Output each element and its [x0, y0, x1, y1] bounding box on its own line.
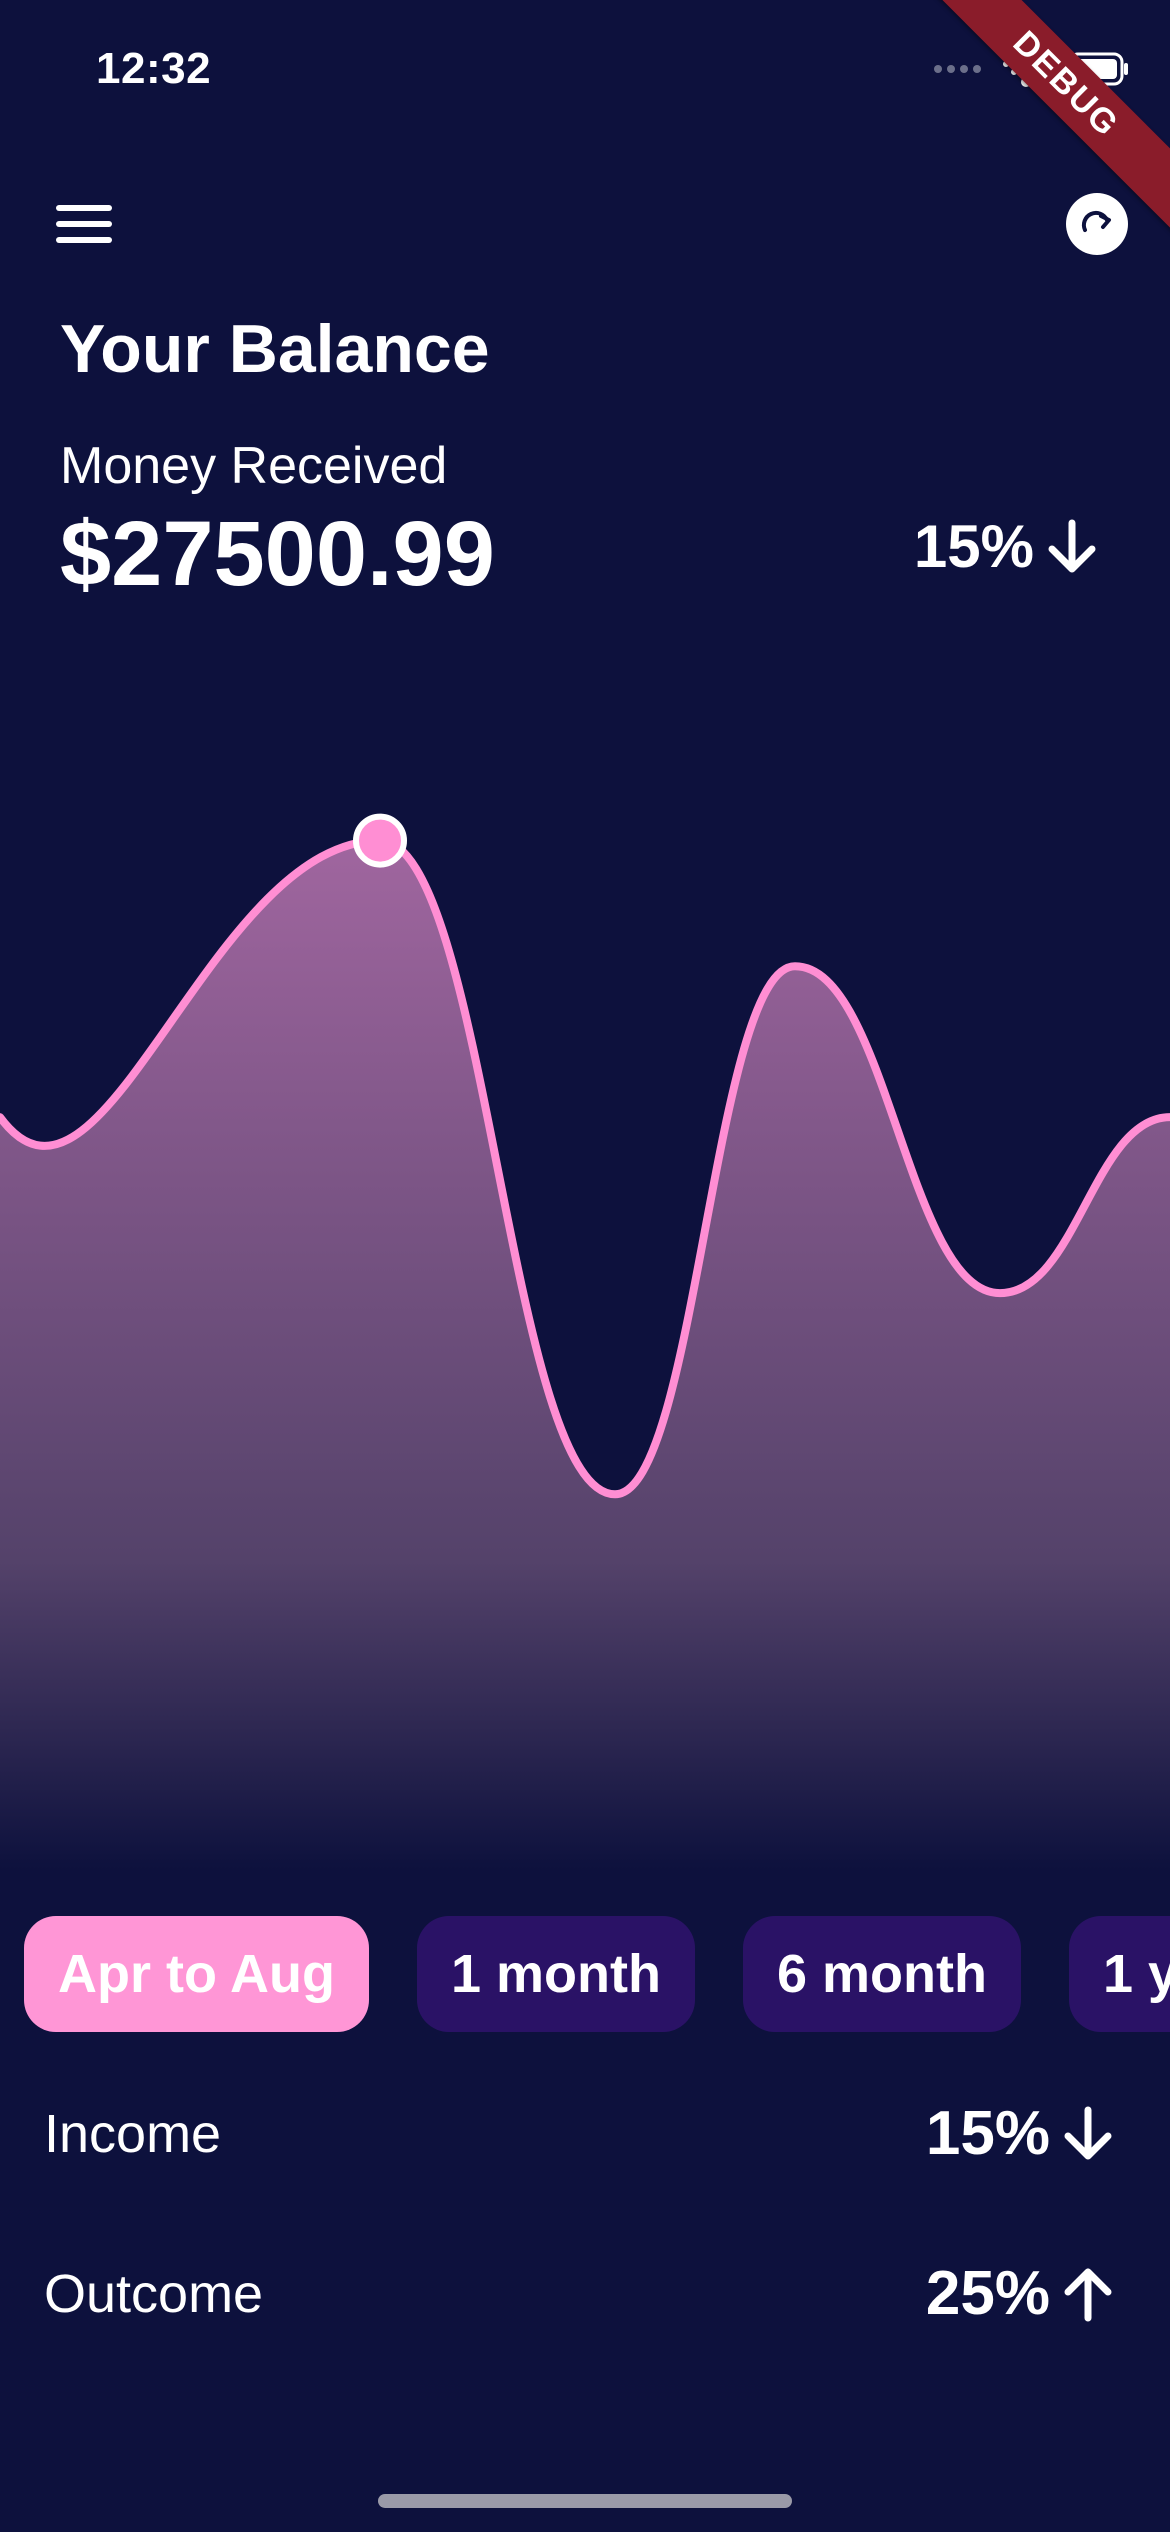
period-chip-6-month[interactable]: 6 month [742, 1916, 1021, 2032]
balance-amount: $27500.99 [60, 503, 495, 605]
status-time: 12:32 [96, 44, 212, 93]
balance-label: Money Received [60, 437, 448, 495]
home-indicator [378, 2494, 792, 2508]
outcome-change: 25% [926, 2258, 1116, 2329]
outcome-row: Outcome 25% [44, 2258, 1116, 2329]
balance-change: 15% [914, 512, 1100, 581]
chart-line [0, 836, 1170, 1499]
chart-highlight-point[interactable] [353, 813, 407, 868]
redo-icon [1081, 210, 1111, 232]
debug-banner: DEBUG [911, 0, 1170, 239]
period-chip-apr-to-aug[interactable]: Apr to Aug [24, 1916, 369, 2032]
period-selector: Apr to Aug 1 month 6 month 1 year [24, 1916, 1170, 2032]
chart-area [0, 840, 1170, 1870]
arrow-up-icon [1064, 2268, 1112, 2321]
page-title: Your Balance [60, 311, 490, 387]
income-label: Income [44, 2103, 222, 2164]
period-chip-1-month[interactable]: 1 month [416, 1916, 695, 2032]
arrow-down-icon [1048, 519, 1096, 572]
balance-change-value: 15% [913, 513, 1034, 580]
cellular-signal-icon [934, 65, 981, 73]
outcome-value: 25% [925, 2259, 1050, 2328]
period-chip-1-year[interactable]: 1 year [1068, 1916, 1170, 2032]
balance-chart [0, 813, 1170, 1870]
income-change: 15% [926, 2098, 1116, 2169]
arrow-down-icon [1064, 2106, 1112, 2159]
income-value: 15% [925, 2099, 1050, 2168]
refresh-button[interactable] [1066, 193, 1128, 255]
income-row: Income 15% [44, 2098, 1116, 2169]
outcome-label: Outcome [44, 2263, 264, 2324]
menu-icon[interactable] [56, 205, 112, 245]
